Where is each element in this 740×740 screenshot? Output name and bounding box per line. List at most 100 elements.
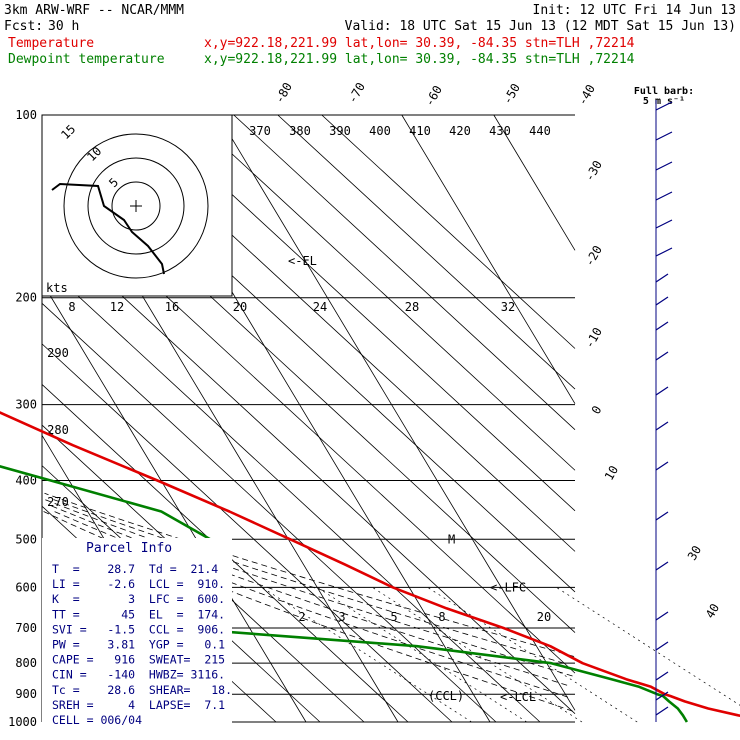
wind-barb: [655, 296, 669, 306]
wind-barb: [655, 511, 669, 521]
speed-scale-tick: 16: [165, 300, 179, 314]
melting-level-marker: M: [448, 532, 455, 546]
dewpoint-legend: Dewpoint temperature: [8, 52, 165, 67]
wind-barb: [655, 161, 673, 171]
isotherm-tick-label: -20: [582, 243, 605, 269]
header: 3km ARW-WRF -- NCAR/MMM Init: 12 UTC Fri…: [4, 3, 736, 67]
pressure-tick-label: 900: [15, 687, 37, 701]
wind-barb: [655, 706, 669, 716]
lcl-marker: <-LCL: [500, 690, 536, 704]
mixing-ratio-tick-label: 5: [390, 610, 397, 624]
wind-barb: [655, 351, 669, 361]
wind-barb: [655, 561, 669, 571]
isotherm-tick-label: 40: [703, 601, 722, 621]
dry-adiabat: [41, 262, 541, 723]
isotherm-tick-label: 30: [685, 543, 704, 563]
wind-barb: [655, 641, 669, 651]
dry-adiabat: [41, 303, 497, 723]
barb-key-units: 5 m s⁻¹: [643, 96, 685, 107]
parcel-info-row: T = 28.7 Td = 21.4: [52, 562, 218, 576]
parcel-info-row: PW = 3.81 YGP = 0.1: [52, 638, 225, 652]
wind-barb: [655, 101, 673, 111]
theta-e-tick-label: 370: [249, 124, 271, 138]
theta-e-tick-label: 380: [289, 124, 311, 138]
isotherm-line: [493, 114, 576, 251]
isotherm-tick-label: -60: [422, 83, 445, 109]
mixing-ratio-tick-label: 20: [537, 610, 551, 624]
pressure-tick-label: 800: [15, 656, 37, 670]
hodo-trace: [51, 182, 165, 275]
pressure-tick-label: 600: [15, 580, 37, 594]
dry-adiabat: [233, 114, 576, 430]
speed-scale-tick: 12: [110, 300, 124, 314]
parcel-info-background: [42, 538, 232, 733]
speed-scale-tick: 28: [405, 300, 419, 314]
hodo-ring-5: [111, 181, 161, 231]
parcel-info-row: LI = -2.6 LCL = 910.: [52, 577, 225, 591]
isotherm-tick-label: -30: [582, 158, 605, 184]
theta-e-tick-label: 410: [409, 124, 431, 138]
barb-key-title: Full barb:: [634, 86, 694, 97]
parcel-info-title: Parcel Info: [86, 541, 172, 556]
mixing-ratio-tick-label: 2: [298, 610, 305, 624]
pressure-tick-label: 200: [15, 291, 37, 305]
dry-adiabat: [321, 114, 576, 349]
theta-tick-label: 280: [47, 423, 69, 437]
isotherm-line: [401, 114, 576, 404]
isotherm-line: [217, 114, 576, 711]
moist-adiabat: [53, 499, 565, 664]
wind-barb: [655, 671, 669, 681]
theta-tick-label: 290: [47, 346, 69, 360]
wind-barb: [655, 386, 669, 396]
wind-barb: [655, 321, 669, 331]
mixing-ratio-tick-label: 3: [338, 610, 345, 624]
wind-barb-column: [655, 100, 673, 722]
parcel-info-box: Parcel Info T = 28.7 Td = 21.4LI = -2.6 …: [42, 538, 232, 733]
isotherm-tick-label: 10: [602, 463, 621, 483]
pressure-tick-label: 700: [15, 621, 37, 635]
theta-e-tick-label: 430: [489, 124, 511, 138]
moist-adiabat: [44, 492, 575, 657]
wind-barb: [655, 247, 673, 257]
moist-adiabat: [54, 511, 569, 698]
theta-tick-label: 270: [47, 495, 69, 509]
theta-e-tick-label: 400: [369, 124, 391, 138]
pressure-tick-label: 400: [15, 473, 37, 487]
temperature-legend: Temperature: [8, 36, 94, 51]
el-marker: <-EL: [288, 254, 317, 268]
temperature-profile: [0, 411, 740, 718]
wind-barb: [655, 611, 669, 621]
parcel-info-row: Tc = 28.6 SHEAR= 18.: [52, 683, 232, 697]
wind-barb: [655, 421, 669, 431]
isotherm-tick-label: -10: [582, 325, 605, 351]
dry-adiabat: [41, 221, 576, 714]
dry-adiabat: [277, 114, 576, 390]
parcel-info-row: SVI = -1.5 CCL = 906.: [52, 622, 225, 636]
pressure-tick-label: 100: [15, 108, 37, 122]
isotherm-tick-label: -80: [272, 80, 295, 106]
isotherm-tick-label: 0: [589, 403, 605, 416]
speed-scale-tick: 20: [233, 300, 247, 314]
parcel-info-row: TT = 45 EL = 174.: [52, 607, 225, 621]
wind-barb: [655, 273, 669, 283]
pressure-tick-label: 1000: [8, 715, 37, 729]
parcel-info-row: K = 3 LFC = 600.: [52, 592, 225, 606]
wind-barb: [655, 691, 669, 701]
parcel-info-row: CAPE = 916 SWEAT= 215: [52, 653, 225, 667]
pressure-tick-label: 300: [15, 398, 37, 412]
parcel-info-row: CIN = -140 HWBZ= 3116.: [52, 668, 225, 682]
init-time: Init: 12 UTC Fri 14 Jun 13: [533, 3, 737, 18]
ccl-marker: (CCL): [428, 689, 464, 703]
wind-barb: [655, 219, 673, 229]
moist-adiabat: [50, 505, 568, 686]
pressure-tick-label: 500: [15, 532, 37, 546]
dry-adiabat: [41, 343, 453, 723]
theta-e-tick-label: 440: [529, 124, 551, 138]
hodo-ring-15: [63, 133, 209, 279]
wind-barb: [655, 461, 669, 471]
wind-barb: [655, 131, 673, 141]
model-title: 3km ARW-WRF -- NCAR/MMM: [4, 3, 184, 18]
